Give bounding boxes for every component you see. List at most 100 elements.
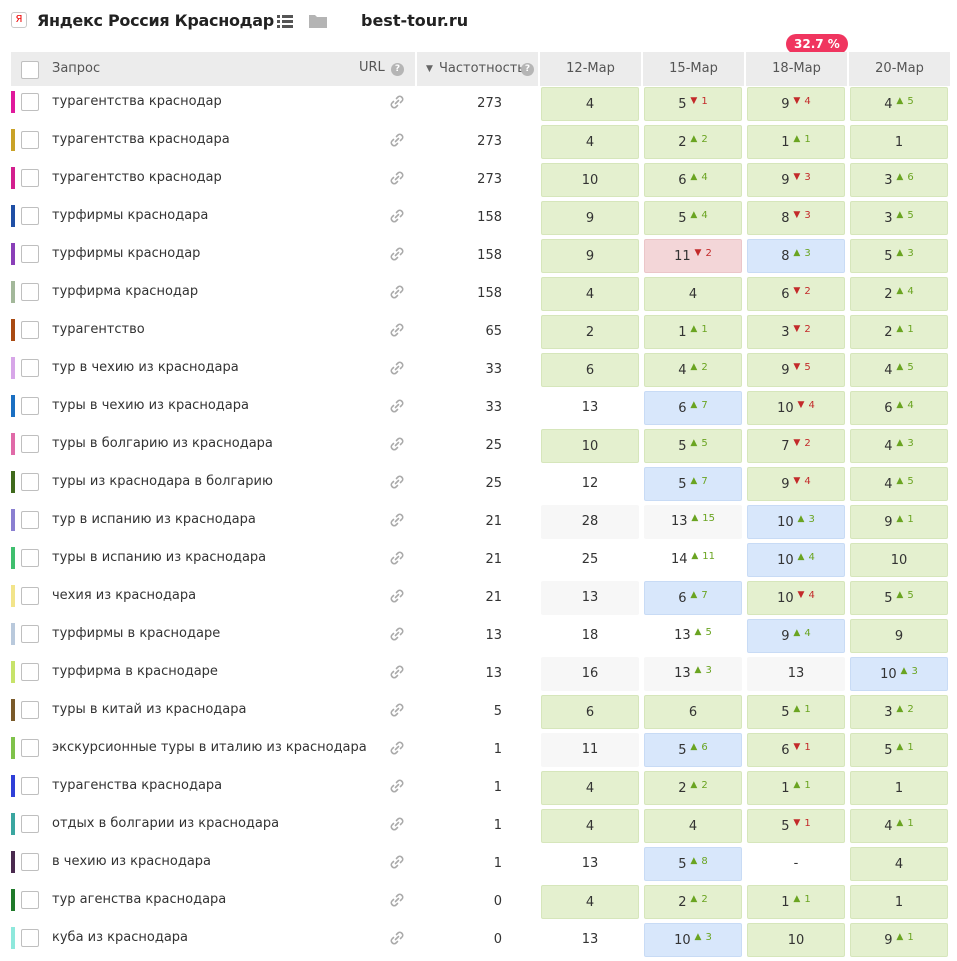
position-cell[interactable]: 9 ▲ 4 — [747, 619, 845, 653]
position-cell[interactable]: 5 ▼ 1 — [644, 87, 742, 121]
position-cell[interactable]: 1 — [850, 885, 948, 919]
link-icon[interactable] — [389, 740, 405, 756]
position-cell[interactable]: 3 ▼ 2 — [747, 315, 845, 349]
frequency-help-icon[interactable]: ? — [521, 63, 534, 76]
position-cell[interactable]: 6 ▲ 4 — [850, 391, 948, 425]
position-cell[interactable]: 16 — [541, 657, 639, 691]
position-cell[interactable]: 3 ▲ 5 — [850, 201, 948, 235]
row-checkbox[interactable] — [21, 435, 39, 453]
position-cell[interactable]: 5 ▲ 7 — [644, 467, 742, 501]
link-icon[interactable] — [389, 94, 405, 110]
position-cell[interactable]: 5 ▲ 8 — [644, 847, 742, 881]
row-checkbox[interactable] — [21, 397, 39, 415]
link-icon[interactable] — [389, 550, 405, 566]
position-cell[interactable]: 1 — [850, 125, 948, 159]
position-cell[interactable]: 1 — [850, 771, 948, 805]
link-icon[interactable] — [389, 436, 405, 452]
position-cell[interactable]: 3 ▲ 6 — [850, 163, 948, 197]
row-checkbox[interactable] — [21, 549, 39, 567]
link-icon[interactable] — [389, 398, 405, 414]
select-all-checkbox[interactable] — [21, 61, 39, 79]
row-checkbox[interactable] — [21, 663, 39, 681]
position-cell[interactable]: 10 — [541, 429, 639, 463]
position-cell[interactable]: 1 ▲ 1 — [747, 125, 845, 159]
row-checkbox[interactable] — [21, 131, 39, 149]
position-cell[interactable]: 13 — [541, 581, 639, 615]
link-icon[interactable] — [389, 474, 405, 490]
position-cell[interactable]: 6 — [541, 353, 639, 387]
position-cell[interactable]: 13 ▲ 3 — [644, 657, 742, 691]
position-cell[interactable]: 9 ▼ 5 — [747, 353, 845, 387]
link-icon[interactable] — [389, 664, 405, 680]
position-cell[interactable]: 9 ▼ 4 — [747, 87, 845, 121]
position-cell[interactable]: 5 ▲ 3 — [850, 239, 948, 273]
row-checkbox[interactable] — [21, 777, 39, 795]
row-checkbox[interactable] — [21, 359, 39, 377]
position-cell[interactable]: 4 — [541, 87, 639, 121]
row-checkbox[interactable] — [21, 283, 39, 301]
position-cell[interactable]: 10 ▼ 4 — [747, 581, 845, 615]
position-cell[interactable]: 5 ▲ 6 — [644, 733, 742, 767]
query-column-label[interactable]: Запрос — [52, 61, 101, 76]
position-cell[interactable]: 10 — [747, 923, 845, 957]
date-column-header[interactable]: 20-Мар — [849, 52, 950, 86]
link-icon[interactable] — [389, 778, 405, 794]
position-cell[interactable]: 4 ▲ 5 — [850, 467, 948, 501]
position-cell[interactable]: 4 ▲ 5 — [850, 87, 948, 121]
row-checkbox[interactable] — [21, 169, 39, 187]
position-cell[interactable]: 4 — [541, 809, 639, 843]
position-cell[interactable]: 4 — [541, 277, 639, 311]
position-cell[interactable]: 2 ▲ 2 — [644, 771, 742, 805]
link-icon[interactable] — [389, 854, 405, 870]
position-cell[interactable]: 28 — [541, 505, 639, 539]
position-cell[interactable]: 4 — [541, 771, 639, 805]
position-cell[interactable]: 10 ▲ 3 — [747, 505, 845, 539]
position-cell[interactable]: 9 ▲ 1 — [850, 505, 948, 539]
position-cell[interactable]: 5 ▲ 1 — [747, 695, 845, 729]
position-cell[interactable]: 9 ▼ 3 — [747, 163, 845, 197]
position-cell[interactable]: 18 — [541, 619, 639, 653]
position-cell[interactable]: 8 ▲ 3 — [747, 239, 845, 273]
link-icon[interactable] — [389, 512, 405, 528]
row-checkbox[interactable] — [21, 93, 39, 111]
position-cell[interactable]: 9 ▼ 4 — [747, 467, 845, 501]
position-cell[interactable]: 1 ▲ 1 — [747, 771, 845, 805]
folder-icon[interactable] — [309, 14, 327, 28]
position-cell[interactable]: 2 ▲ 1 — [850, 315, 948, 349]
position-cell[interactable]: 5 ▲ 1 — [850, 733, 948, 767]
position-cell[interactable]: 6 ▲ 7 — [644, 391, 742, 425]
position-cell[interactable]: 13 ▲ 5 — [644, 619, 742, 653]
position-cell[interactable]: 4 — [850, 847, 948, 881]
position-cell[interactable]: 2 ▲ 2 — [644, 885, 742, 919]
row-checkbox[interactable] — [21, 891, 39, 909]
link-icon[interactable] — [389, 892, 405, 908]
position-cell[interactable]: 6 — [644, 695, 742, 729]
link-icon[interactable] — [389, 930, 405, 946]
link-icon[interactable] — [389, 588, 405, 604]
position-cell[interactable]: 10 — [541, 163, 639, 197]
row-checkbox[interactable] — [21, 853, 39, 871]
position-cell[interactable]: 2 — [541, 315, 639, 349]
site-name[interactable]: best-tour.ru — [361, 11, 469, 30]
row-checkbox[interactable] — [21, 511, 39, 529]
date-column-header[interactable]: 15-Мар — [643, 52, 744, 86]
link-icon[interactable] — [389, 816, 405, 832]
frequency-column-label[interactable]: Частотность — [439, 61, 525, 76]
position-cell[interactable]: 9 — [850, 619, 948, 653]
row-checkbox[interactable] — [21, 587, 39, 605]
link-icon[interactable] — [389, 246, 405, 262]
position-cell[interactable]: 5 ▲ 5 — [644, 429, 742, 463]
position-cell[interactable]: 10 ▲ 4 — [747, 543, 845, 577]
position-cell[interactable]: 4 — [644, 809, 742, 843]
position-cell[interactable]: 9 — [541, 201, 639, 235]
position-cell[interactable]: 10 — [850, 543, 948, 577]
row-checkbox[interactable] — [21, 815, 39, 833]
position-cell[interactable]: 6 ▼ 2 — [747, 277, 845, 311]
row-checkbox[interactable] — [21, 625, 39, 643]
link-icon[interactable] — [389, 132, 405, 148]
position-cell[interactable]: 5 ▲ 5 — [850, 581, 948, 615]
position-cell[interactable]: 4 ▲ 3 — [850, 429, 948, 463]
region-title[interactable]: Яндекс Россия Краснодар — [37, 11, 274, 30]
row-checkbox[interactable] — [21, 321, 39, 339]
position-cell[interactable]: 10 ▲ 3 — [644, 923, 742, 957]
